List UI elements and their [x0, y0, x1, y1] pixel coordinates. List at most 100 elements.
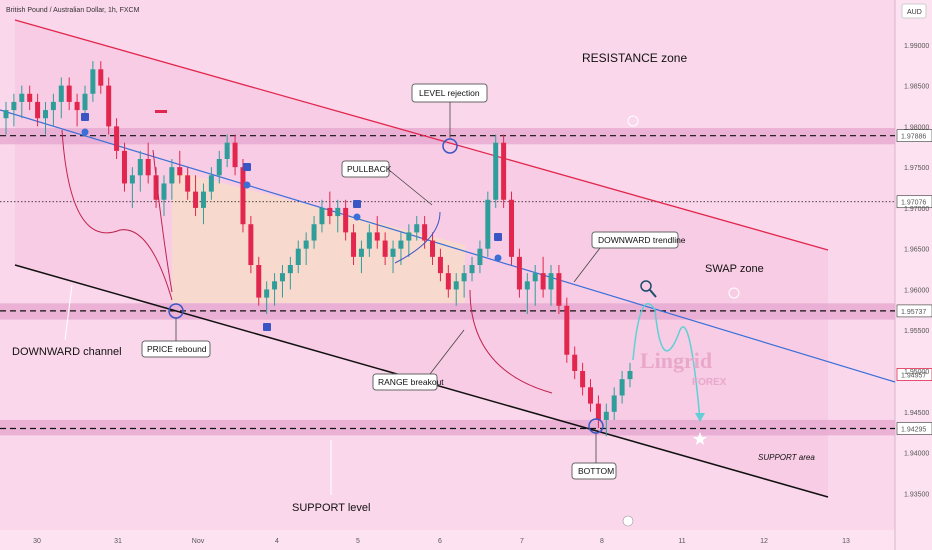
candle-body-7: [58, 85, 64, 102]
candle-body-10: [82, 93, 88, 111]
candle-body-11: [90, 69, 96, 94]
candle-body-18: [145, 159, 151, 176]
x-tick-label-4: 5: [356, 538, 360, 545]
candle-body-62: [493, 142, 499, 200]
resistance-zone-icon: [627, 115, 639, 127]
candle-body-44: [351, 232, 357, 257]
candle-body-25: [200, 191, 206, 208]
annotation-downward-channel: DOWNWARD channel: [12, 346, 122, 358]
candle-body-24: [193, 191, 199, 208]
candle-body-19: [153, 175, 159, 200]
curve-arrow-left: [61, 129, 173, 301]
candle-body-59: [469, 265, 475, 274]
candle-body-6: [50, 101, 56, 111]
callout-line-downward-trendline: [573, 247, 601, 283]
down-arrow-marker-icon-3: [494, 233, 502, 241]
trendline-touch-point-3: [494, 254, 502, 262]
annotation-bottom: BOTTOM: [578, 466, 614, 476]
candle-body-43: [343, 207, 349, 233]
y-tick-label-1: 1.98500: [904, 84, 929, 91]
callout-line-downward-channel: [64, 284, 73, 341]
candle-body-68: [540, 273, 546, 290]
y-tick-label-0: 1.99000: [904, 43, 929, 50]
candle-body-23: [185, 175, 191, 192]
flash-icon[interactable]: [622, 515, 634, 527]
candles-group: [3, 61, 633, 437]
x-tick-label-7: 8: [600, 538, 604, 545]
callout-box-downward-trendline: [591, 231, 679, 249]
y-tick-label-8: 1.95000: [904, 369, 929, 376]
candle-body-21: [169, 167, 175, 184]
price-level-tag-2: [896, 304, 932, 318]
y-tick-label-6: 1.96000: [904, 287, 929, 294]
candle-body-4: [35, 101, 41, 119]
magnifier-handle-icon: [649, 289, 657, 298]
y-tick-label-10: 1.94000: [904, 451, 929, 458]
candle-body-46: [366, 232, 372, 249]
candle-body-35: [279, 273, 285, 282]
candle-body-78: [619, 379, 625, 396]
candle-body-74: [588, 387, 594, 404]
candle-body-49: [390, 248, 396, 257]
candle-body-48: [382, 240, 388, 257]
down-arrow-marker-icon-1: [243, 163, 251, 171]
candle-body-60: [477, 248, 483, 265]
price-level-label-1: 1.97076: [901, 200, 926, 207]
candle-body-32: [256, 265, 262, 298]
candle-body-16: [129, 175, 135, 184]
x-tick-label-9: 12: [760, 538, 768, 545]
watermark-brand: Lingrid: [640, 348, 712, 373]
candle-body-15: [121, 150, 127, 184]
callout-line-pullback: [388, 169, 433, 206]
y-tick-label-11: 1.93500: [904, 491, 929, 498]
symbol-title[interactable]: British Pound / Australian Dollar, 1h, F…: [6, 7, 140, 14]
candle-body-70: [556, 273, 562, 306]
candle-body-71: [564, 305, 570, 355]
candle-body-2: [19, 93, 25, 102]
y-tick-label-2: 1.98000: [904, 124, 929, 131]
candle-body-42: [335, 207, 341, 217]
callout-box-bottom: [571, 462, 617, 480]
candle-body-63: [501, 142, 507, 200]
annotation-resistance-zone: RESISTANCE zone: [582, 51, 687, 65]
candle-body-12: [98, 69, 104, 86]
candle-body-27: [216, 159, 222, 176]
x-tick-label-1: 31: [114, 538, 122, 545]
candle-body-50: [398, 240, 404, 249]
annotation-range-breakout: RANGE breakout: [378, 377, 444, 387]
candle-body-65: [516, 256, 522, 290]
swap-zone-icon: [728, 287, 740, 299]
trendline-touch-point-0: [81, 128, 89, 136]
time-axis-background: [0, 530, 895, 550]
candle-body-41: [327, 207, 333, 217]
downward-trendline[interactable]: [0, 109, 896, 383]
resistance-channel-line[interactable]: [14, 19, 829, 251]
candle-body-0: [3, 110, 9, 119]
candle-body-8: [66, 85, 72, 102]
zone-support: [0, 419, 895, 436]
annotation-support-level: SUPPORT level: [292, 502, 370, 514]
candle-body-61: [485, 199, 491, 249]
down-arrow-marker-icon-0: [81, 113, 89, 121]
price-level-tag-3: [896, 422, 932, 435]
x-tick-label-2: Nov: [192, 538, 205, 545]
candle-body-66: [524, 281, 530, 290]
currency-box[interactable]: [901, 3, 927, 19]
candle-body-55: [437, 256, 443, 274]
hammer-icon: [155, 110, 167, 113]
annotation-level-rejection: LEVEL rejection: [419, 88, 480, 98]
target-star-icon: [693, 432, 707, 445]
candle-body-5: [42, 110, 48, 119]
candle-body-36: [287, 265, 293, 274]
callout-box-pullback: [341, 160, 390, 178]
candle-body-69: [548, 273, 554, 290]
candle-body-17: [137, 159, 143, 176]
candle-body-34: [272, 281, 278, 290]
callout-box-level-rejection: [411, 83, 488, 103]
annotation-downward-trendline: DOWNWARD trendline: [598, 235, 686, 245]
candle-body-20: [161, 183, 167, 200]
callout-box-range-breakout: [372, 373, 438, 391]
candle-body-75: [595, 403, 601, 420]
